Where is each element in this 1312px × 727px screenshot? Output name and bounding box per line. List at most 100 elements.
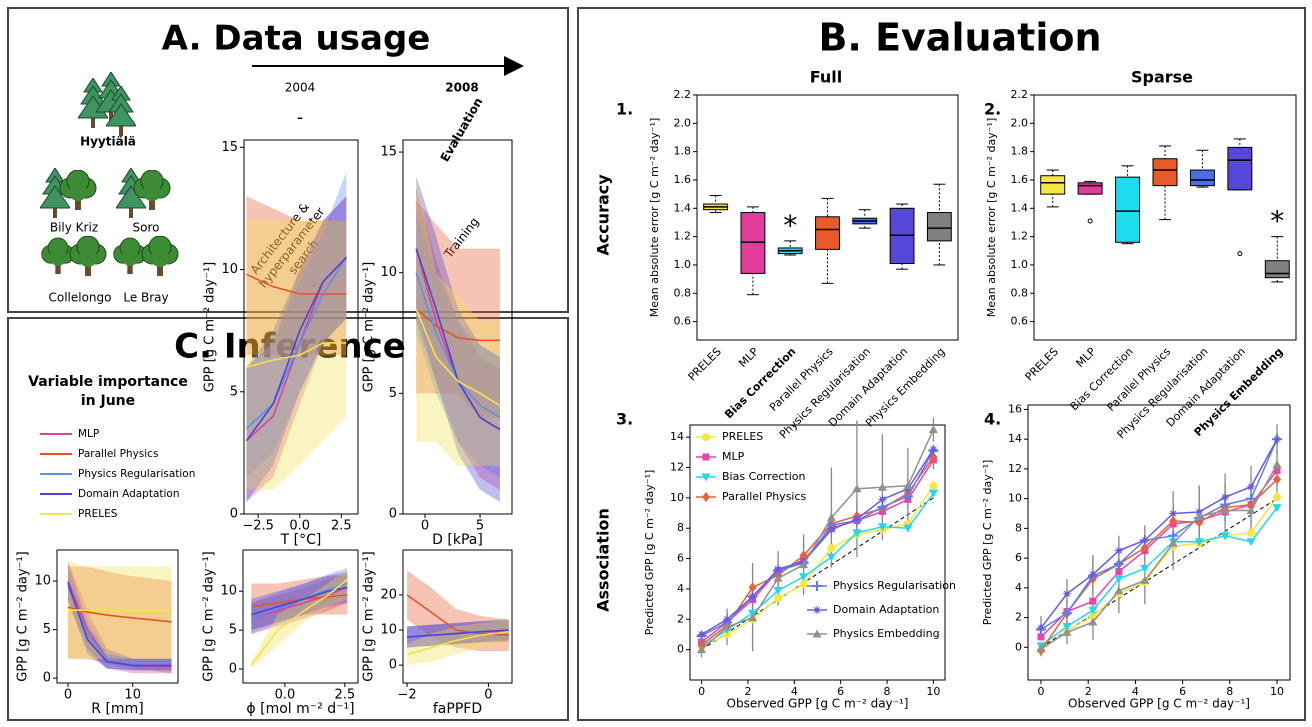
y-tick-label: 1.4 bbox=[674, 201, 692, 214]
subplot-number: 3. bbox=[616, 410, 633, 429]
marker bbox=[748, 582, 757, 593]
x-tick-label: 2.5 bbox=[334, 688, 355, 703]
box bbox=[1152, 158, 1178, 187]
marker bbox=[827, 543, 836, 552]
y-tick-label: 2.2 bbox=[674, 88, 692, 101]
marker bbox=[928, 425, 938, 434]
marker bbox=[852, 484, 862, 493]
box bbox=[1227, 146, 1253, 191]
box bbox=[926, 212, 952, 242]
site-label: Le Bray bbox=[123, 291, 168, 305]
x-axis-label: D [kPa] bbox=[432, 532, 483, 548]
y-axis-label: GPP [g C m⁻² day⁻¹] bbox=[16, 551, 31, 681]
y-tick-label: 5 bbox=[389, 386, 397, 401]
phase-label: Evaluation bbox=[438, 95, 486, 164]
series-line bbox=[407, 629, 509, 638]
uncertainty-band bbox=[68, 561, 172, 674]
plot-frame bbox=[689, 424, 946, 681]
panel-b-frame bbox=[577, 7, 1306, 721]
marker bbox=[799, 560, 809, 569]
legend-title: Variable importance bbox=[28, 374, 188, 390]
legend-title: in June bbox=[81, 393, 135, 409]
y-tick-label: 10 bbox=[221, 262, 238, 277]
x-tick-label: 8 bbox=[1226, 685, 1233, 698]
marker bbox=[928, 444, 939, 455]
series-line bbox=[246, 273, 347, 295]
legend-label: MLP bbox=[722, 450, 745, 463]
marker bbox=[812, 629, 822, 638]
y-tick-label: 1.0 bbox=[1011, 258, 1029, 271]
marker bbox=[702, 453, 710, 461]
series-line bbox=[1040, 507, 1278, 647]
y-tick-label: 6 bbox=[1015, 551, 1022, 564]
legend-label: Domain Adaptation bbox=[78, 488, 180, 500]
series-line bbox=[701, 456, 935, 646]
marker bbox=[723, 630, 732, 639]
marker bbox=[1168, 508, 1179, 519]
marker bbox=[1115, 567, 1123, 575]
marker bbox=[702, 433, 710, 441]
legend-label: Bias Correction bbox=[722, 470, 806, 483]
marker bbox=[1089, 597, 1097, 605]
x-tick-label: 2.5 bbox=[331, 519, 352, 534]
y-axis-label: GPP [g C m⁻² day⁻¹] bbox=[362, 551, 377, 681]
y-tick-label: 0 bbox=[43, 671, 51, 686]
site-label: Hyytiälä bbox=[80, 135, 136, 149]
marker bbox=[1194, 511, 1204, 520]
marker bbox=[1220, 492, 1231, 503]
y-tick-label: 1.8 bbox=[1011, 145, 1029, 158]
y-tick-label: 0 bbox=[229, 662, 237, 677]
category-label: PRELES bbox=[1023, 345, 1061, 383]
x-axis-label: faPPFD bbox=[433, 701, 482, 717]
y-tick-label: 0 bbox=[677, 643, 684, 656]
tree-icon bbox=[113, 237, 147, 275]
marker bbox=[903, 524, 913, 533]
marker bbox=[722, 622, 732, 631]
x-tick-label: 4 bbox=[1132, 685, 1139, 698]
y-tick-label: 8 bbox=[1015, 521, 1022, 534]
category-label: PRELES bbox=[685, 345, 723, 383]
subplot-number: 4. bbox=[984, 410, 1001, 429]
x-tick-label: 0 bbox=[421, 519, 429, 534]
marker bbox=[774, 594, 783, 603]
box bbox=[1264, 260, 1290, 279]
y-tick-label: 5 bbox=[43, 622, 51, 637]
marker bbox=[1272, 459, 1282, 468]
x-axis-label: R [mm] bbox=[91, 701, 143, 717]
y-tick-label: 0 bbox=[389, 658, 397, 673]
x-tick-label: 10 bbox=[124, 688, 141, 703]
series-line bbox=[246, 342, 347, 369]
x-tick-label: 0 bbox=[64, 688, 72, 703]
y-tick-label: 10 bbox=[220, 584, 237, 599]
legend-label: Physics Regularisation bbox=[78, 468, 195, 480]
x-axis-label: Observed GPP [g C m⁻² day⁻¹] bbox=[1068, 697, 1250, 711]
row-label: Association bbox=[594, 508, 613, 612]
marker bbox=[701, 473, 711, 482]
y-tick-label: 2.0 bbox=[674, 116, 692, 129]
x-tick-label: −2.5 bbox=[242, 519, 274, 534]
y-tick-label: 0 bbox=[1015, 640, 1022, 653]
uncertainty-band bbox=[251, 575, 348, 631]
series-line bbox=[251, 586, 348, 620]
site-label: Soro bbox=[133, 221, 160, 235]
panel-a-frame bbox=[7, 7, 569, 313]
marker bbox=[747, 591, 758, 602]
y-tick-label: 10 bbox=[380, 265, 397, 280]
site-label: Collelongo bbox=[48, 291, 111, 305]
marker bbox=[1113, 545, 1124, 556]
plot-frame bbox=[242, 549, 359, 684]
marker bbox=[1088, 606, 1098, 615]
series-line bbox=[415, 308, 501, 407]
series-line bbox=[250, 578, 348, 666]
x-tick-label: 0 bbox=[1037, 685, 1044, 698]
uncertainty-band bbox=[416, 212, 500, 478]
marker bbox=[903, 481, 913, 490]
x-tick-label: 10 bbox=[1270, 685, 1284, 698]
y-tick-label: 5 bbox=[229, 623, 237, 638]
y-tick-label: 2.2 bbox=[1011, 88, 1029, 101]
y-tick-label: 2.0 bbox=[1011, 116, 1029, 129]
column-label: Full bbox=[810, 68, 843, 87]
marker bbox=[696, 629, 707, 640]
marker bbox=[1246, 538, 1256, 547]
marker bbox=[1140, 542, 1149, 553]
